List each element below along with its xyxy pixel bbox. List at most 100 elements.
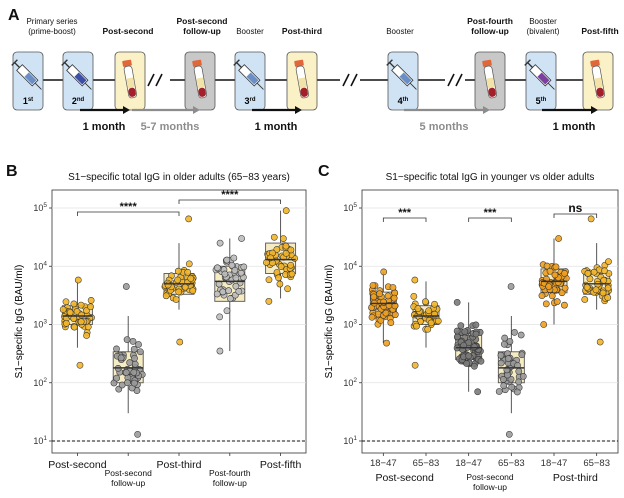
significance-label: ns xyxy=(568,201,582,215)
data-point xyxy=(515,378,523,386)
y-tick-label: 103 xyxy=(343,319,357,330)
blood-tube-icon xyxy=(474,51,506,111)
data-point xyxy=(411,276,419,284)
panel-letter-a: A xyxy=(8,7,20,24)
data-point xyxy=(422,298,429,305)
data-point xyxy=(368,313,376,321)
data-point xyxy=(213,290,221,298)
box-series xyxy=(453,298,485,396)
panel-letter: B xyxy=(6,163,18,180)
data-point xyxy=(228,261,236,269)
data-point xyxy=(604,284,612,292)
panel-a-timeline: A 1st 2nd 3rd 4th 5th Primary series (prime-boo… xyxy=(8,7,619,133)
data-point xyxy=(425,307,433,315)
data-point xyxy=(474,388,482,396)
data-point xyxy=(284,285,291,293)
significance-bracket xyxy=(178,199,281,204)
data-point xyxy=(113,345,120,353)
data-point xyxy=(500,382,508,390)
data-point xyxy=(235,288,243,295)
group-label: Post-second follow-up xyxy=(466,472,514,492)
data-point xyxy=(175,288,183,296)
arrow-head xyxy=(483,106,490,114)
event-label: Post-second follow-up xyxy=(176,16,227,36)
significance-label: *** xyxy=(398,207,412,219)
data-point xyxy=(279,235,287,242)
panel-b-chart: B S1−specific total IgG in older adults (… xyxy=(6,163,307,488)
significance-label: *** xyxy=(484,207,498,219)
data-point xyxy=(265,276,273,284)
data-point xyxy=(189,287,197,295)
data-point xyxy=(164,281,172,289)
data-point xyxy=(431,300,438,308)
y-tick-label: 101 xyxy=(343,435,357,446)
arrow-head xyxy=(295,106,302,114)
data-point xyxy=(172,296,180,303)
interval-label: 5 months xyxy=(420,121,469,133)
data-point xyxy=(382,309,390,317)
data-point xyxy=(561,284,569,292)
data-point xyxy=(221,270,229,278)
data-point xyxy=(538,292,546,300)
dose-label: 3rd xyxy=(244,96,255,106)
blood-tube-icon xyxy=(184,51,216,111)
data-point xyxy=(176,338,184,346)
data-point xyxy=(238,235,245,242)
data-point xyxy=(216,347,224,355)
data-point xyxy=(122,369,130,376)
data-point xyxy=(184,268,192,276)
data-point xyxy=(599,289,607,297)
y-tick-label: 104 xyxy=(33,260,47,271)
plot-area xyxy=(361,189,619,454)
arrow-head xyxy=(123,106,130,114)
data-point xyxy=(465,352,472,360)
data-point xyxy=(270,233,278,241)
data-point xyxy=(601,267,608,275)
data-point xyxy=(413,322,420,330)
box-series xyxy=(110,283,146,438)
data-point xyxy=(461,328,469,335)
data-point xyxy=(87,297,95,304)
data-point xyxy=(370,293,378,301)
data-point xyxy=(548,292,556,300)
data-point xyxy=(472,330,480,338)
data-point xyxy=(380,268,388,276)
dose-label: 1st xyxy=(23,96,33,106)
data-point xyxy=(230,254,238,262)
data-point xyxy=(518,351,526,359)
data-point xyxy=(232,274,240,282)
data-point xyxy=(546,267,554,275)
data-point xyxy=(287,261,295,269)
syringe-icon: 2nd xyxy=(61,51,94,111)
significance-bracket xyxy=(77,211,180,216)
y-axis-label: S1−specific IgG (BAU/ml) xyxy=(324,265,335,379)
data-point xyxy=(477,357,485,365)
data-point xyxy=(282,242,290,250)
event-label: Booster xyxy=(386,27,414,36)
event-label: Post-second xyxy=(102,26,153,36)
event-label: Primary series (prime-boost) xyxy=(26,17,77,36)
data-point xyxy=(583,283,591,291)
interval-label: 1 month xyxy=(553,121,596,133)
data-point xyxy=(504,355,512,362)
data-point xyxy=(500,340,508,348)
data-point xyxy=(470,362,478,370)
data-point xyxy=(219,288,227,296)
y-axis-label: S1−specific IgG (BAU/ml) xyxy=(14,265,25,379)
data-point xyxy=(457,322,465,329)
data-point xyxy=(135,341,142,348)
data-point xyxy=(273,246,281,253)
data-point xyxy=(470,343,478,351)
plot-area xyxy=(51,189,307,454)
group-label: Post-second xyxy=(375,472,434,484)
data-point xyxy=(124,379,131,387)
dose-label: 2nd xyxy=(72,96,85,106)
x-category-label: 65−83 xyxy=(413,458,440,469)
data-point xyxy=(545,283,553,290)
data-point xyxy=(369,282,377,289)
data-point xyxy=(240,263,248,271)
data-point xyxy=(600,276,608,284)
chart-title: S1−specific total IgG in younger vs olde… xyxy=(386,172,595,183)
data-point xyxy=(130,345,138,353)
data-point xyxy=(162,292,170,300)
